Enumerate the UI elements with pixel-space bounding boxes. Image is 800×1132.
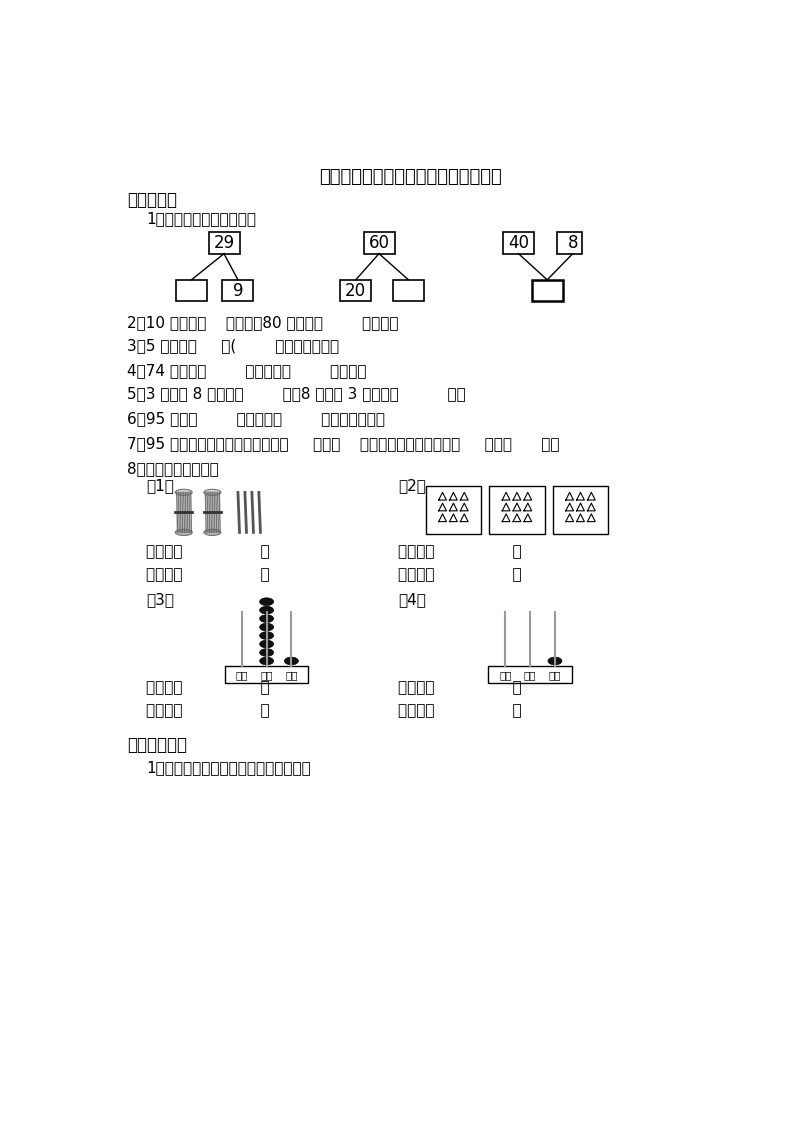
- Ellipse shape: [204, 489, 221, 496]
- Text: 1、把下面的数按从小到大的顺序排列。: 1、把下面的数按从小到大的顺序排列。: [146, 761, 311, 775]
- Bar: [225, 666, 309, 683]
- Bar: [393, 280, 424, 301]
- Ellipse shape: [548, 658, 562, 664]
- Ellipse shape: [260, 624, 274, 631]
- Ellipse shape: [260, 641, 274, 648]
- Text: 20: 20: [345, 282, 366, 300]
- Text: 十位: 十位: [524, 670, 536, 680]
- Text: 8: 8: [567, 234, 578, 252]
- Text: 一、填空。: 一、填空。: [127, 191, 177, 209]
- Text: （2）: （2）: [398, 479, 426, 494]
- Text: 十位: 十位: [260, 670, 273, 680]
- Text: （4）: （4）: [398, 592, 426, 607]
- Text: 读作：（                ）: 读作：（ ）: [398, 567, 522, 582]
- Text: 百位: 百位: [235, 670, 248, 680]
- Text: 写作：（                ）: 写作：（ ）: [398, 544, 522, 559]
- Ellipse shape: [285, 658, 298, 664]
- Ellipse shape: [260, 632, 274, 640]
- Text: 2、10 里面有（    ）个一，80 里面有（        ）个十。: 2、10 里面有（ ）个一，80 里面有（ ）个十。: [127, 315, 398, 331]
- Text: （1）: （1）: [146, 479, 174, 494]
- Bar: [340, 280, 371, 301]
- Text: 7、95 这个数，十位上的数字表示（     ）个（    ），个位上的数字表示（     ）个（      ）。: 7、95 这个数，十位上的数字表示（ ）个（ ），个位上的数字表示（ ）个（ ）…: [127, 436, 560, 452]
- Ellipse shape: [175, 489, 192, 496]
- Ellipse shape: [260, 649, 274, 657]
- Ellipse shape: [175, 530, 192, 535]
- Text: 60: 60: [369, 234, 390, 252]
- Text: （3）: （3）: [146, 592, 174, 607]
- Bar: [209, 232, 239, 254]
- Ellipse shape: [260, 658, 274, 664]
- Ellipse shape: [260, 598, 274, 606]
- Text: 个位: 个位: [285, 670, 298, 680]
- Ellipse shape: [204, 530, 221, 535]
- Bar: [532, 280, 562, 301]
- Text: 3、5 个十是（     ）(        ）个十是一百。: 3、5 个十是（ ）( ）个十是一百。: [127, 338, 339, 353]
- Text: 写作：（                ）: 写作：（ ）: [398, 680, 522, 695]
- Text: 5、3 个十和 8 个一是（        ），8 个十和 3 个一是（          ）。: 5、3 个十和 8 个一是（ ），8 个十和 3 个一是（ ）。: [127, 386, 466, 401]
- Bar: [363, 232, 394, 254]
- Bar: [489, 486, 545, 534]
- Text: 29: 29: [214, 234, 234, 252]
- Bar: [426, 486, 482, 534]
- Bar: [553, 486, 608, 534]
- Bar: [176, 280, 207, 301]
- Text: 写作：（                ）: 写作：（ ）: [146, 680, 270, 695]
- Text: 8、看图读数，写数。: 8、看图读数，写数。: [127, 461, 219, 475]
- Bar: [488, 666, 572, 683]
- Text: 二、比一比。: 二、比一比。: [127, 736, 187, 754]
- Text: 读作：（                ）: 读作：（ ）: [146, 567, 270, 582]
- Ellipse shape: [260, 615, 274, 623]
- Text: 4、74 里面有（        ）个十和（        ）个一。: 4、74 里面有（ ）个十和（ ）个一。: [127, 363, 366, 378]
- Text: 个位: 个位: [549, 670, 561, 680]
- Bar: [222, 280, 254, 301]
- Text: 读作：（                ）: 读作：（ ）: [146, 703, 270, 719]
- Text: 9: 9: [233, 282, 243, 300]
- Ellipse shape: [260, 607, 274, 614]
- Bar: [558, 232, 582, 254]
- Text: 40: 40: [508, 234, 529, 252]
- Text: 读作：（                ）: 读作：（ ）: [398, 703, 522, 719]
- Text: 6、95 是由（        ）个十和（        ）个一组成的。: 6、95 是由（ ）个十和（ ）个一组成的。: [127, 412, 385, 427]
- Text: 西师大版一年级数学下册一单元检测题: 西师大版一年级数学下册一单元检测题: [318, 169, 502, 186]
- Text: 写作：（                ）: 写作：（ ）: [146, 544, 270, 559]
- Text: 1、在口里填上适当的数。: 1、在口里填上适当的数。: [146, 212, 257, 226]
- Text: 百位: 百位: [499, 670, 511, 680]
- Bar: [503, 232, 534, 254]
